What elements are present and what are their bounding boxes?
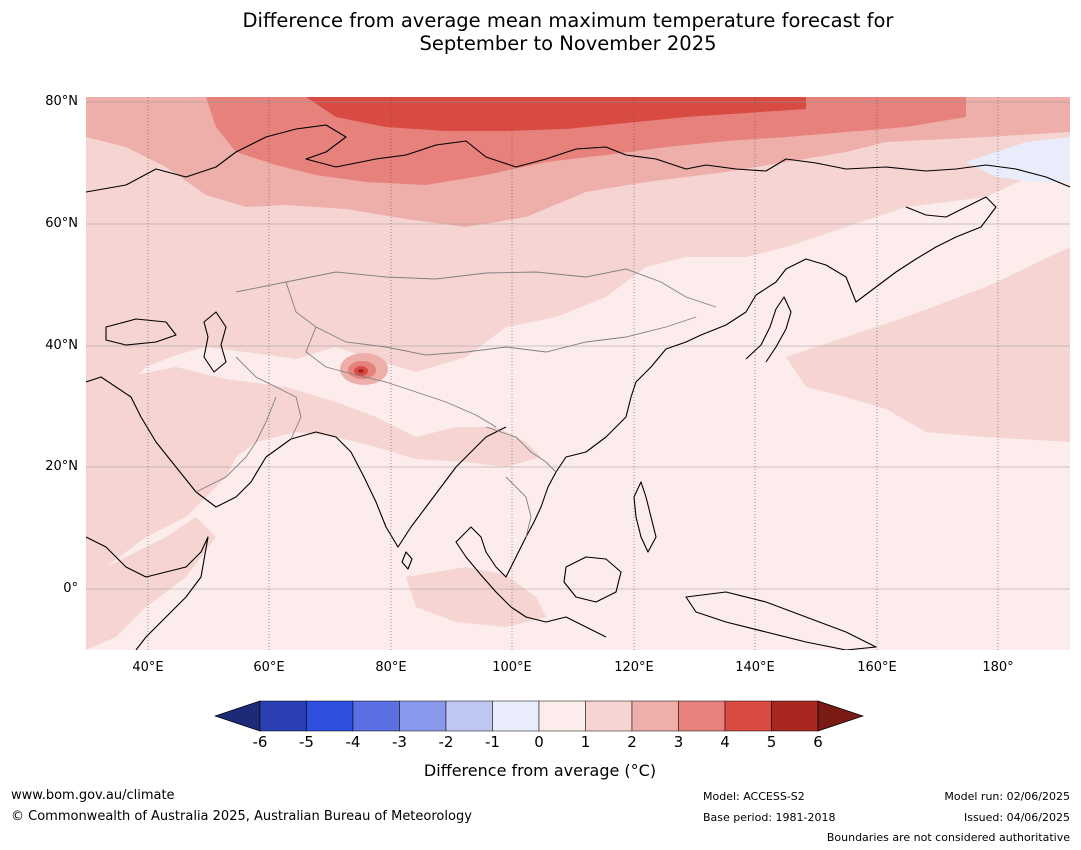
anomaly-zone-1-2-africa <box>86 517 216 650</box>
coastline-borneo <box>563 556 622 603</box>
coastline-new-guinea <box>685 591 877 650</box>
footer-website: www.bom.gov.au/climate <box>11 788 175 803</box>
footer-issued: Issued: 04/06/2025 <box>963 811 1070 824</box>
lon-label-180: 180° <box>982 660 1014 675</box>
colorbar-cell <box>492 700 540 732</box>
colorbar-cell <box>399 700 447 732</box>
colorbar-cell <box>538 700 586 732</box>
coastline-arabia <box>86 376 292 508</box>
colorbar-cell <box>585 700 633 732</box>
coastline-philippines <box>633 481 657 553</box>
footer-disclaimer: Boundaries are not considered authoritat… <box>826 831 1070 844</box>
coastline-black-sea <box>105 318 177 346</box>
anomaly-zone-0-1-mongolia <box>526 337 676 392</box>
colorbar-tick-label: 4 <box>720 733 730 751</box>
anomaly-zone-4-5-arctic <box>306 97 806 131</box>
colorbar-tick-label: 2 <box>627 733 637 751</box>
coastline-kamchatka <box>755 196 997 303</box>
colorbar <box>214 700 865 732</box>
colorbar-tick-label: 6 <box>813 733 823 751</box>
colorbar-tick-label: -4 <box>345 733 361 751</box>
latitude-gridlines <box>86 101 1070 590</box>
colorbar-cell <box>306 700 354 732</box>
colorbar-tick-label: -1 <box>485 733 500 751</box>
anomaly-hotspot-core <box>358 369 364 373</box>
colorbar-tick-label: -2 <box>438 733 454 751</box>
footer-copyright: © Commonwealth of Australia 2025, Austra… <box>11 809 472 824</box>
temperature-anomaly-map <box>86 97 1070 650</box>
colorbar-cell <box>445 700 493 732</box>
colorbar-tick-label: -6 <box>252 733 268 751</box>
colorbar-tick-label: 3 <box>673 733 684 751</box>
colorbar-tick-label: 5 <box>766 733 777 751</box>
colorbar-tick-label: 1 <box>580 733 591 751</box>
footer-model-run: Model run: 02/06/2025 <box>944 790 1070 803</box>
lat-label-0: 0° <box>63 581 78 596</box>
colorbar-cell <box>631 700 679 732</box>
longitude-gridlines <box>147 97 999 650</box>
chart-title: Difference from average mean maximum tem… <box>0 9 1081 55</box>
colorbar-cell <box>724 700 772 732</box>
colorbar-cell <box>771 700 819 732</box>
lon-label-80e: 80°E <box>375 660 407 675</box>
lon-label-60e: 60°E <box>253 660 285 675</box>
map-svg <box>86 97 1070 650</box>
lat-label-20n: 20°N <box>45 459 78 474</box>
coastline-india <box>290 426 507 548</box>
lat-label-60n: 60°N <box>45 216 78 231</box>
country-borders <box>195 268 717 538</box>
coastline-se-asia <box>455 526 607 638</box>
title-line-1: Difference from average mean maximum tem… <box>242 9 894 32</box>
lon-label-100e: 100°E <box>492 660 532 675</box>
colorbar-extend-low <box>214 700 261 732</box>
colorbar-cell <box>678 700 726 732</box>
lon-label-40e: 40°E <box>132 660 164 675</box>
coastline-china <box>525 294 757 538</box>
colorbar-label: Difference from average (°C) <box>423 761 657 780</box>
anomaly-zone-1-2-west-asia <box>86 367 541 577</box>
lon-label-120e: 120°E <box>614 660 654 675</box>
colorbar-tick-label: -3 <box>392 733 407 751</box>
footer-base-period: Base period: 1981-2018 <box>703 811 836 824</box>
lon-label-140e: 140°E <box>735 660 775 675</box>
colorbar-cell <box>352 700 400 732</box>
lat-label-40n: 40°N <box>45 338 78 353</box>
coastline-sri-lanka <box>401 551 413 570</box>
title-line-2: September to November 2025 <box>419 32 717 55</box>
coastlines <box>86 124 1070 650</box>
anomaly-zone-1-2-pacific <box>786 247 1070 442</box>
colorbar-tick-label: -5 <box>299 733 314 751</box>
coastline-africa <box>86 536 209 650</box>
coastline-japan <box>745 296 792 363</box>
anomaly-zone-cool-pacific <box>966 137 1070 182</box>
coastline-arctic <box>86 124 1070 193</box>
colorbar-cell <box>259 700 307 732</box>
coastline-caspian <box>203 311 227 373</box>
colorbar-extend-high <box>817 700 865 732</box>
footer-model: Model: ACCESS-S2 <box>703 790 805 803</box>
lat-label-80n: 80°N <box>45 94 78 109</box>
anomaly-zone-1-2-indian-ocean <box>406 567 546 627</box>
colorbar-tick-label: 0 <box>534 733 544 751</box>
lon-label-160e: 160°E <box>857 660 897 675</box>
